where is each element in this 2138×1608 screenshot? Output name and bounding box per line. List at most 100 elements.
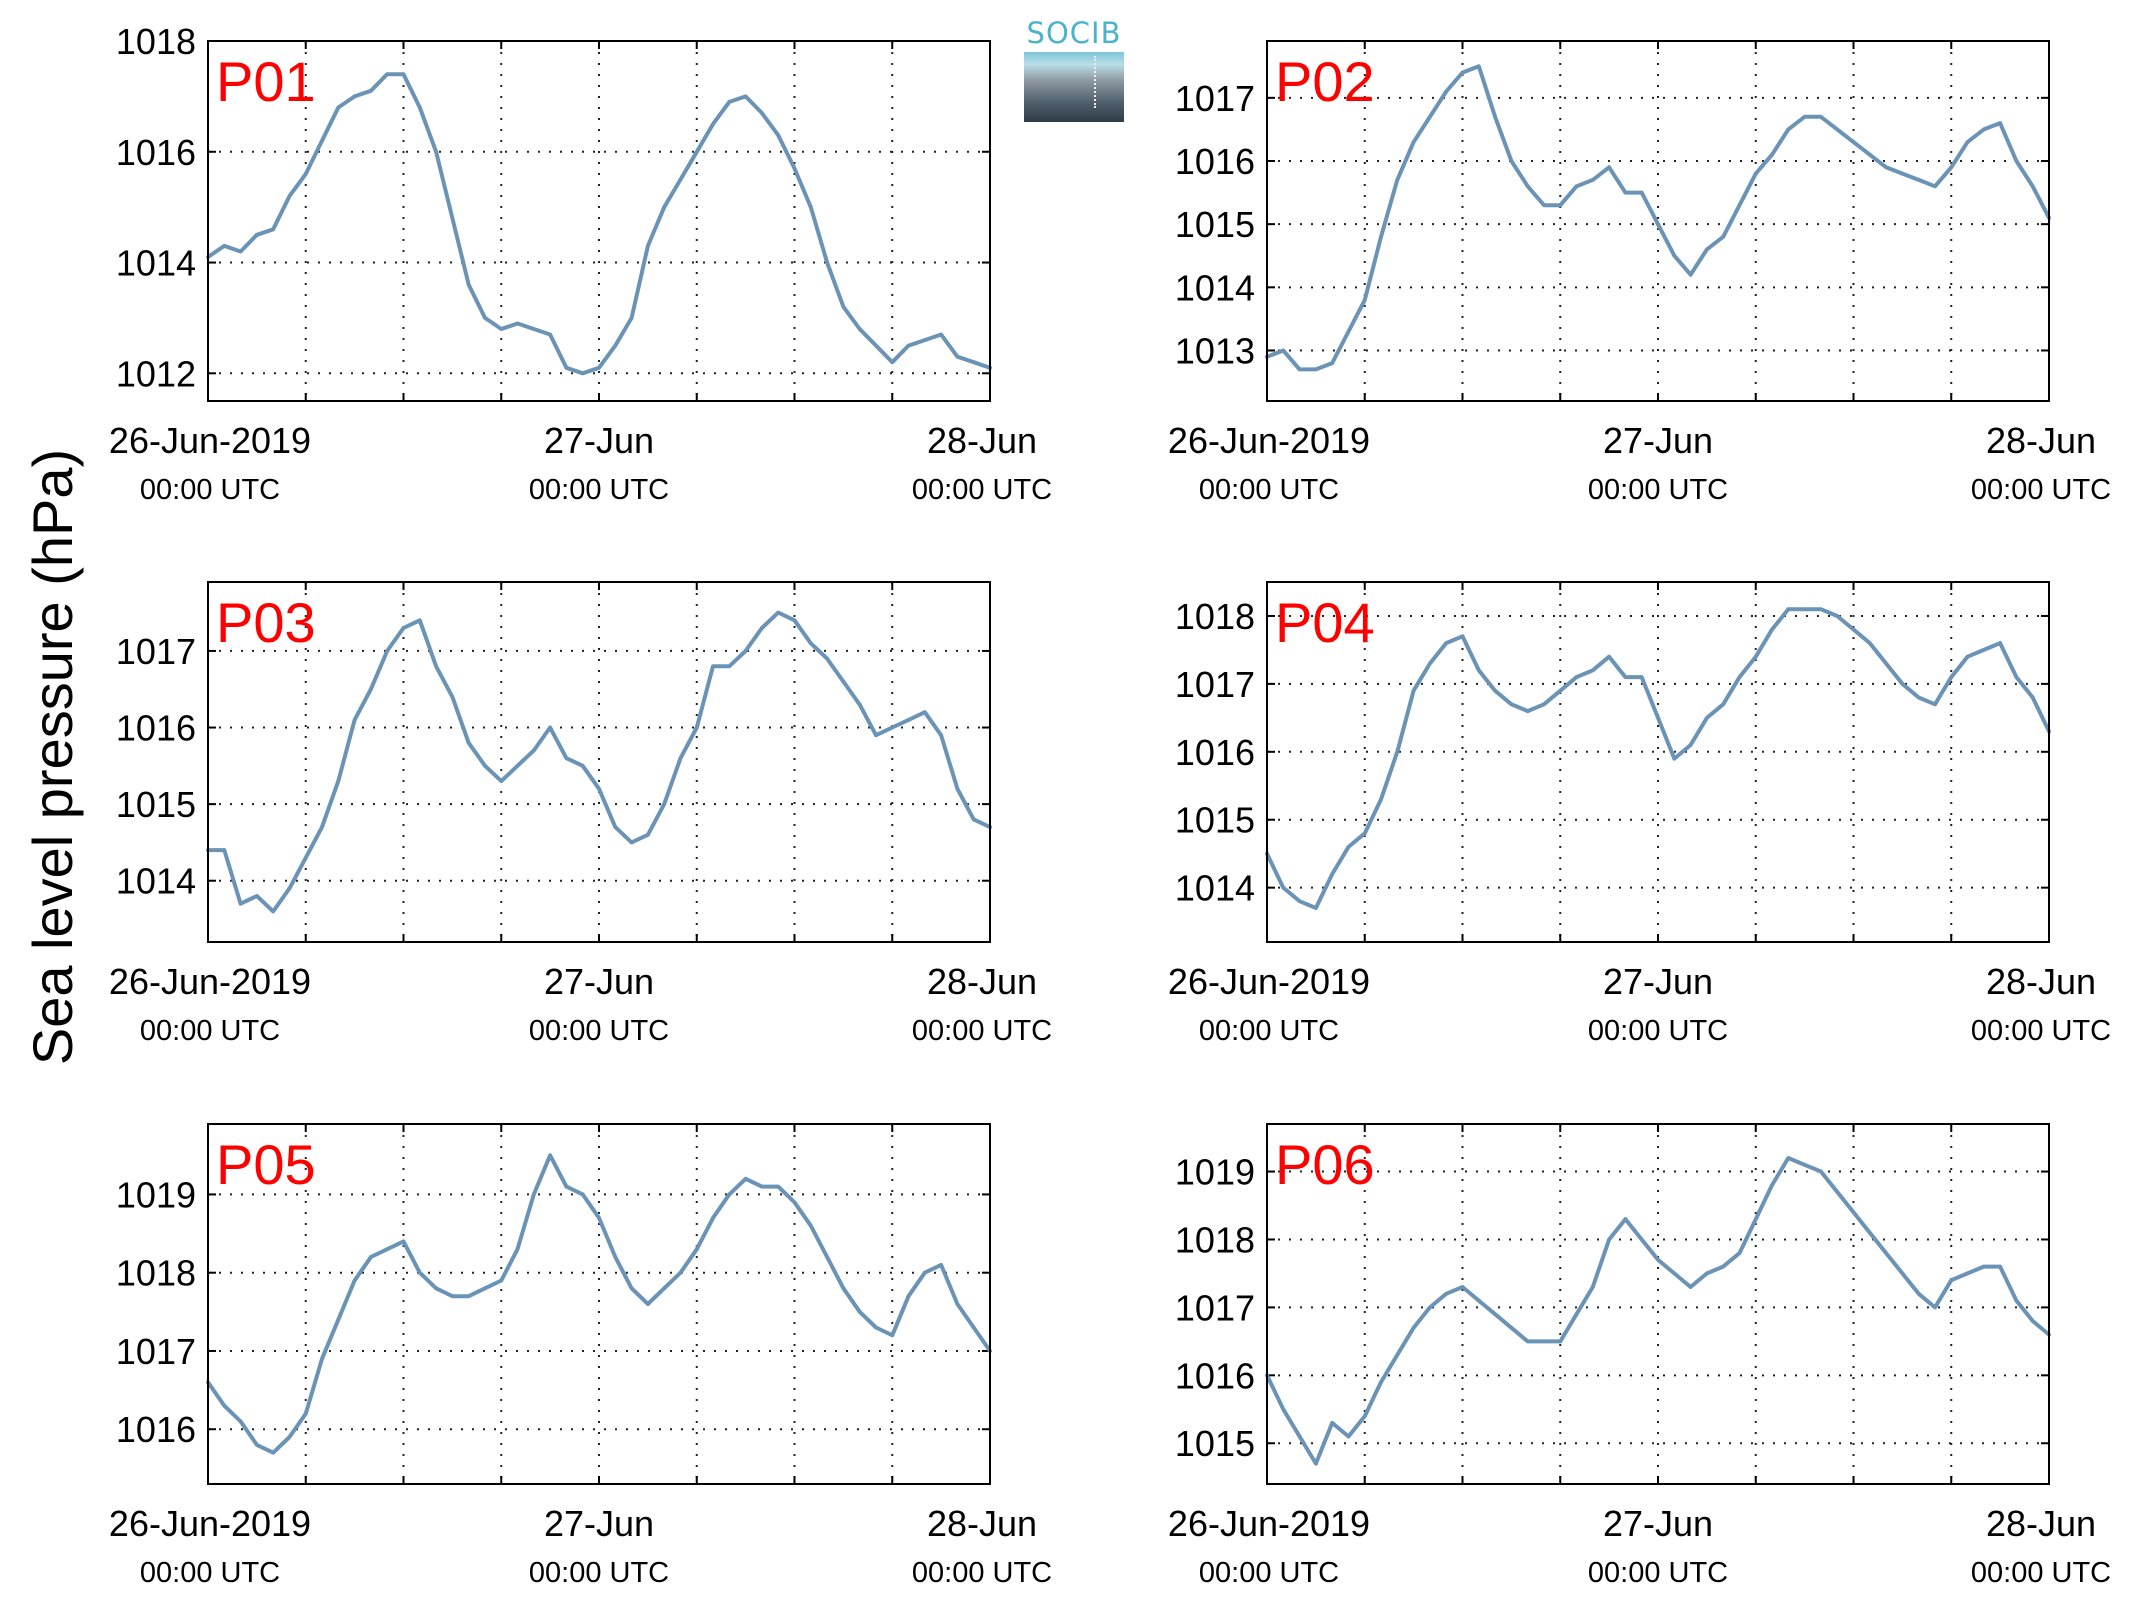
y-tick-label: 1016 xyxy=(116,132,196,173)
data-point xyxy=(466,282,471,287)
data-point xyxy=(1770,152,1774,157)
data-point xyxy=(1705,1271,1709,1276)
data-point xyxy=(1330,361,1334,365)
data-point xyxy=(1281,348,1286,353)
data-point xyxy=(1949,165,1954,170)
data-point xyxy=(711,122,715,126)
data-point xyxy=(1672,253,1677,258)
data-point xyxy=(1525,709,1530,713)
data-point xyxy=(760,111,764,115)
data-point xyxy=(1721,235,1725,239)
data-point xyxy=(1754,171,1758,176)
data-point xyxy=(874,1325,878,1330)
y-tick-label: 1017 xyxy=(1175,1287,1255,1328)
data-point xyxy=(597,366,601,370)
data-point xyxy=(1949,675,1954,679)
data-point xyxy=(369,1255,373,1259)
y-tick-label: 1017 xyxy=(1175,664,1255,705)
data-point xyxy=(1314,906,1318,910)
data-point xyxy=(776,133,780,137)
x-tick-label: 28-Jun xyxy=(1986,1503,2096,1544)
data-point xyxy=(1721,1264,1725,1269)
data-point xyxy=(646,833,650,837)
data-point xyxy=(1477,64,1481,69)
data-point xyxy=(352,1278,357,1283)
data-point xyxy=(890,725,895,730)
x-tick-sublabel: 00:00 UTC xyxy=(529,1557,669,1589)
data-point xyxy=(923,1270,927,1275)
x-tick-label: 27-Jun xyxy=(1603,961,1713,1002)
data-point xyxy=(1916,1292,1921,1296)
panel-p01: 1012 1014 1016 1018 26-Jun-2019 00:00 UTC 27-J… xyxy=(109,21,1052,506)
data-point xyxy=(792,618,797,623)
data-point xyxy=(1509,159,1514,163)
data-point xyxy=(1998,641,2002,645)
data-point xyxy=(1998,1264,2002,1269)
data-point xyxy=(1460,1285,1465,1289)
data-point xyxy=(287,1435,292,1439)
data-point xyxy=(1623,675,1628,679)
data-point xyxy=(1460,70,1465,75)
data-point xyxy=(629,1286,634,1291)
data-point xyxy=(1916,695,1921,700)
data-point xyxy=(450,1294,455,1298)
x-tick-sublabel: 00:00 UTC xyxy=(1588,1557,1728,1589)
data-point xyxy=(906,1294,911,1298)
data-point xyxy=(1428,1305,1432,1310)
data-point xyxy=(678,177,683,182)
y-tick-label: 1014 xyxy=(116,861,196,902)
data-point xyxy=(841,679,846,684)
data-point xyxy=(532,748,536,753)
data-point xyxy=(1786,127,1791,132)
data-point xyxy=(776,610,780,615)
data-point xyxy=(385,1247,390,1251)
data-point xyxy=(743,649,748,653)
x-tick-label: 26-Jun-2019 xyxy=(1168,961,1370,1002)
data-point xyxy=(1574,675,1579,679)
x-tick-sublabel: 00:00 UTC xyxy=(1588,474,1728,506)
data-point xyxy=(2014,1298,2019,1303)
data-point xyxy=(1965,654,1970,659)
data-point xyxy=(450,695,455,699)
data-point xyxy=(1281,885,1286,890)
y-tick-label: 1013 xyxy=(1175,330,1255,371)
data-point xyxy=(1574,184,1579,189)
data-point xyxy=(1868,641,1872,645)
data-point xyxy=(515,1247,520,1251)
data-point xyxy=(2030,184,2035,189)
data-point xyxy=(1623,1217,1628,1221)
data-point xyxy=(1379,1380,1383,1384)
data-point xyxy=(1444,1292,1448,1296)
data-point xyxy=(1363,1414,1367,1418)
data-point xyxy=(1639,190,1644,195)
data-point xyxy=(1363,831,1367,836)
x-tick-sublabel: 00:00 UTC xyxy=(912,474,1052,506)
x-tick-label: 28-Jun xyxy=(927,420,1037,461)
data-point xyxy=(1379,235,1383,239)
data-point xyxy=(418,1270,422,1275)
plot-frame xyxy=(207,40,991,402)
data-point xyxy=(1444,641,1448,645)
data-point xyxy=(1802,115,1807,119)
socib-logo: SOCIB xyxy=(1024,16,1124,122)
data-point xyxy=(1705,716,1709,720)
data-point xyxy=(1998,121,2002,125)
data-point xyxy=(776,1184,780,1189)
x-tick-label: 26-Jun-2019 xyxy=(109,1503,311,1544)
x-tick-label: 27-Jun xyxy=(1603,1503,1713,1544)
data-point xyxy=(336,105,341,110)
data-point xyxy=(1297,1434,1302,1439)
data-point xyxy=(320,1357,324,1361)
data-point xyxy=(1428,115,1432,119)
data-point xyxy=(1477,1298,1481,1303)
data-point xyxy=(1770,627,1774,632)
data-point xyxy=(971,817,976,822)
data-point xyxy=(499,1278,504,1283)
data-point xyxy=(1802,607,1807,611)
data-point xyxy=(369,89,373,93)
data-point xyxy=(1672,1271,1677,1276)
data-point xyxy=(1574,1312,1579,1316)
data-point xyxy=(1607,654,1611,659)
data-point xyxy=(678,756,683,760)
